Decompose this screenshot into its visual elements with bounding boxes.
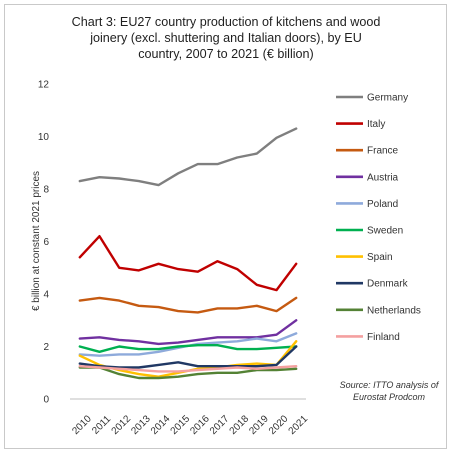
y-tick-label: 10 bbox=[38, 132, 50, 143]
x-tick-label: 2017 bbox=[208, 413, 232, 437]
legend-label: Finland bbox=[367, 332, 400, 343]
x-tick-label: 2014 bbox=[149, 413, 173, 437]
x-tick-label: 2015 bbox=[169, 413, 193, 437]
y-axis: 0 2 4 6 8 10 12 bbox=[38, 80, 50, 406]
chart-frame bbox=[4, 4, 447, 449]
series-line-denmark bbox=[78, 345, 298, 369]
y-tick-label: 6 bbox=[43, 237, 49, 248]
x-tick-label: 2011 bbox=[90, 413, 113, 436]
legend-label: Italy bbox=[367, 119, 385, 130]
source-note: Source: ITTO analysis of Eurostat Prodco… bbox=[339, 379, 439, 403]
series-line-netherlands bbox=[78, 366, 298, 380]
series-line-finland bbox=[78, 365, 298, 373]
x-tick-label: 2013 bbox=[129, 413, 153, 437]
series-lines bbox=[78, 127, 298, 380]
x-tick-label: 2018 bbox=[228, 413, 252, 437]
series-line-france bbox=[78, 296, 298, 314]
chart-title: Chart 3: EU27 country production of kitc… bbox=[10, 14, 442, 62]
y-tick-label: 2 bbox=[43, 342, 49, 353]
legend: Germany Italy France Austria Poland Sweden Spa… bbox=[336, 93, 421, 343]
x-tick-label: 2021 bbox=[287, 413, 311, 437]
legend-label: France bbox=[367, 146, 399, 157]
x-tick-label: 2012 bbox=[110, 413, 134, 437]
x-tick-label: 2016 bbox=[188, 413, 212, 437]
chart-title-line-3: country, 2007 to 2021 (€ billion) bbox=[138, 47, 314, 61]
y-tick-label: 12 bbox=[38, 80, 50, 91]
y-tick-label: 8 bbox=[43, 185, 49, 196]
legend-label: Austria bbox=[367, 172, 399, 183]
series-line-germany bbox=[78, 127, 298, 187]
legend-label: Sweden bbox=[367, 226, 403, 237]
x-tick-label: 2010 bbox=[70, 413, 94, 437]
source-line-2: Eurostat Prodcom bbox=[352, 392, 426, 402]
y-axis-label: € billion at constant 2021 prices bbox=[31, 171, 42, 311]
chart-title-line-1: Chart 3: EU27 country production of kitc… bbox=[71, 15, 381, 29]
legend-label: Netherlands bbox=[367, 305, 421, 316]
series-line-sweden bbox=[78, 344, 298, 353]
legend-label: Denmark bbox=[367, 279, 409, 290]
x-tick-label: 2020 bbox=[267, 413, 291, 437]
source-line-1: Source: ITTO analysis of bbox=[339, 380, 439, 390]
y-tick-label: 4 bbox=[43, 290, 49, 301]
series-line-italy bbox=[78, 234, 298, 292]
chart-title-line-2: joinery (excl. shuttering and Italian do… bbox=[90, 31, 362, 45]
legend-label: Spain bbox=[367, 252, 393, 263]
x-tick-label: 2019 bbox=[247, 413, 271, 437]
y-tick-label: 0 bbox=[43, 395, 49, 406]
x-axis: 2010201120122013201420152016201720182019… bbox=[70, 398, 311, 437]
series-line-austria bbox=[78, 319, 298, 346]
legend-label: Poland bbox=[367, 199, 398, 210]
legend-label: Germany bbox=[367, 93, 408, 104]
